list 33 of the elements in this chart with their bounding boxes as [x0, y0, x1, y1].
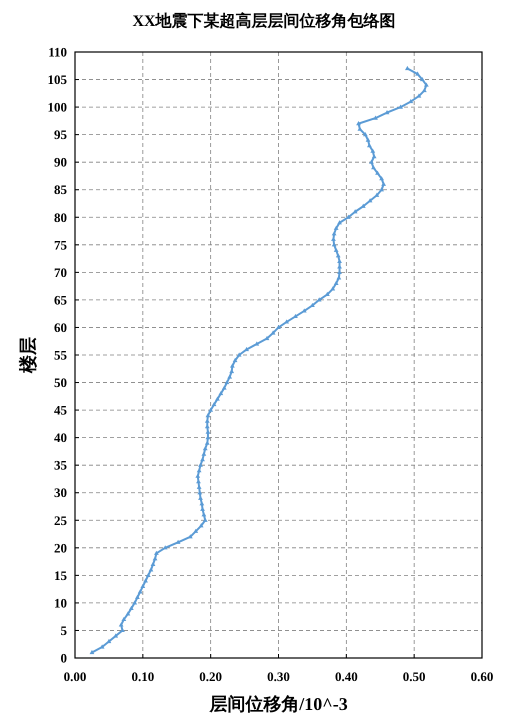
- x-tick-label: 0.00: [64, 669, 86, 684]
- y-tick-label: 15: [54, 568, 68, 583]
- y-tick-label: 75: [54, 237, 68, 252]
- y-tick-label: 80: [54, 210, 67, 225]
- x-axis-title: 层间位移角/10^-3: [208, 694, 348, 714]
- y-tick-label: 60: [54, 320, 67, 335]
- y-tick-label: 65: [54, 292, 68, 308]
- y-tick-label: 100: [48, 100, 67, 115]
- y-axis-title: 楼层: [18, 337, 38, 374]
- y-tick-label: 90: [54, 154, 67, 170]
- y-tick-label: 45: [54, 402, 68, 418]
- chart-title: XX地震下某超高层层间位移角包络图: [132, 11, 396, 30]
- y-tick-label: 5: [60, 622, 68, 638]
- y-tick-label: 0: [60, 650, 67, 666]
- x-tick-label: 0.10: [131, 669, 154, 684]
- y-tick-label: 10: [54, 595, 67, 610]
- y-tick-label: 95: [54, 127, 68, 142]
- y-tick-label: 40: [54, 430, 67, 446]
- y-tick-label: 105: [48, 72, 68, 88]
- y-tick-label: 85: [54, 182, 68, 198]
- y-tick-label: 50: [54, 375, 67, 390]
- x-tick-label: 0.50: [402, 669, 426, 684]
- y-tick-label: 20: [54, 540, 67, 556]
- y-tick-label: 30: [54, 485, 67, 500]
- y-tick-label: 25: [54, 512, 68, 528]
- x-tick-label: 0.20: [199, 669, 222, 684]
- y-tick-label: 55: [54, 348, 68, 362]
- y-tick-label: 110: [48, 44, 67, 60]
- x-tick-label: 0.30: [267, 669, 290, 684]
- y-tick-label: 35: [54, 458, 68, 473]
- x-tick-label: 0.60: [470, 669, 494, 684]
- y-tick-label: 70: [54, 264, 67, 280]
- x-tick-label: 0.40: [334, 669, 358, 684]
